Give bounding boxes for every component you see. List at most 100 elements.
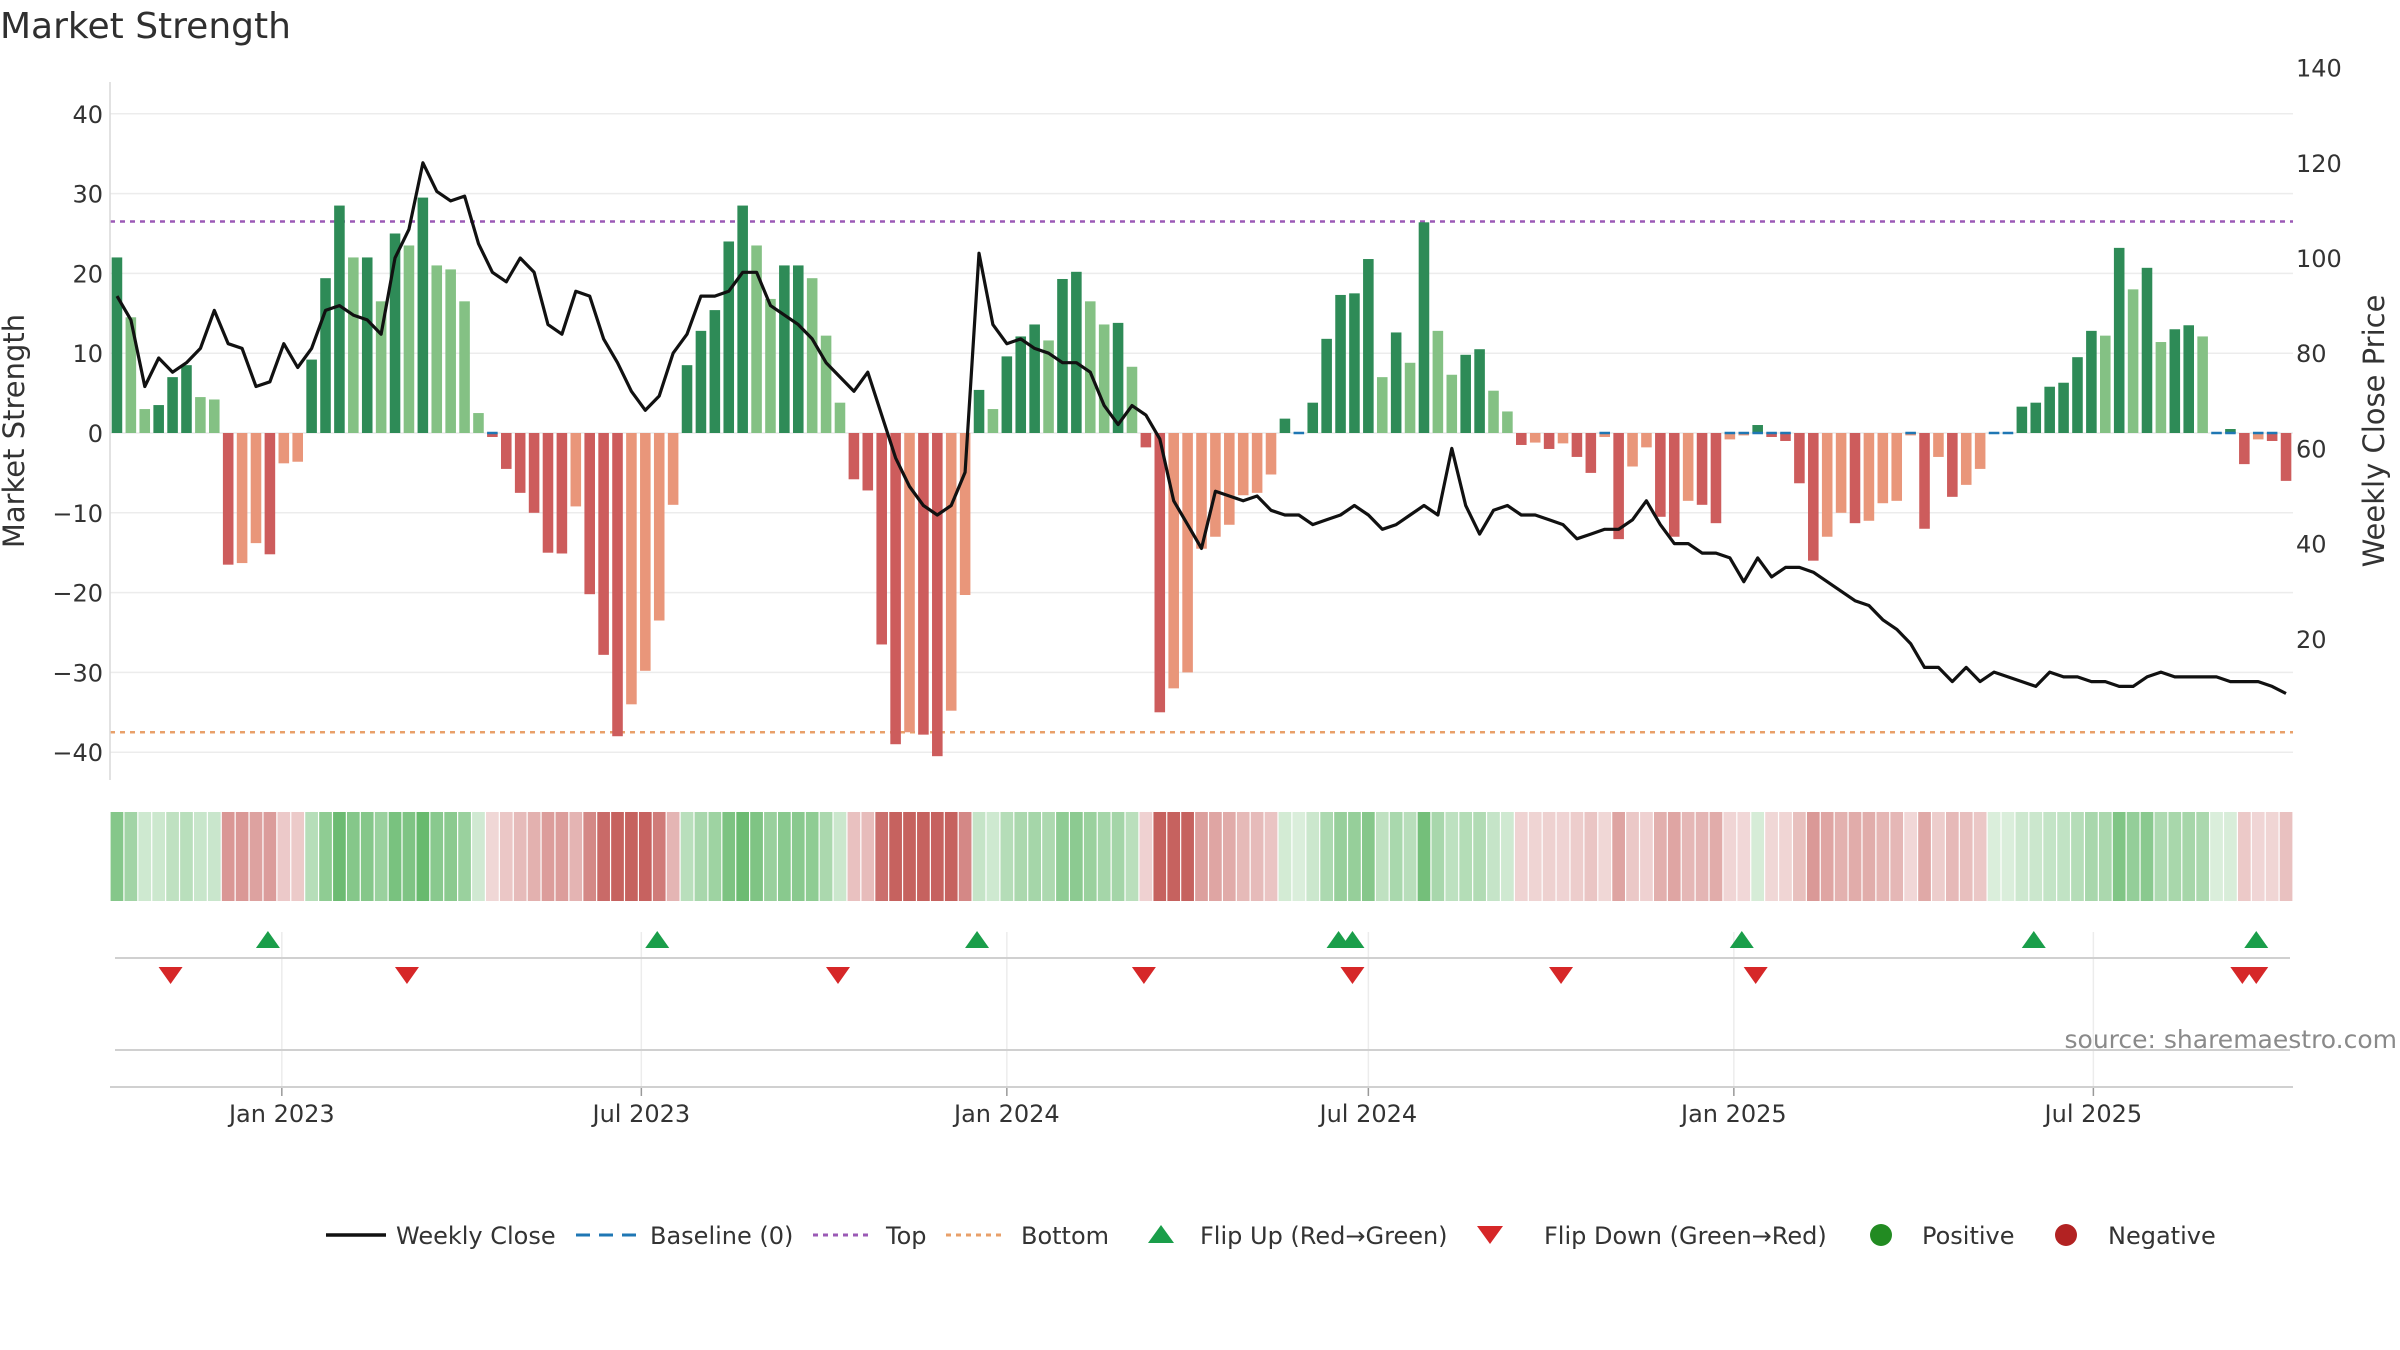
y-left-tick-label: −30 <box>52 659 103 687</box>
strength-bar <box>1794 433 1805 484</box>
strength-bar <box>167 377 178 433</box>
strength-bar <box>792 265 804 433</box>
heat-strip-cell <box>666 812 680 901</box>
heat-strip-cell <box>1459 812 1473 901</box>
heat-strip-cell <box>750 812 763 901</box>
heat-strip-cell <box>513 812 527 901</box>
heat-strip-cell <box>1626 812 1639 901</box>
strength-heat-strip <box>110 812 2293 901</box>
heat-strip-cell <box>2126 812 2140 901</box>
x-tick-label: Jul 2024 <box>1318 1100 1418 1128</box>
heat-strip-cell <box>1195 812 1208 901</box>
heat-strip-cell <box>833 812 847 901</box>
strength-bar <box>695 330 707 433</box>
strength-bar <box>1474 349 1485 433</box>
strength-bar <box>2072 357 2083 433</box>
heat-strip-cell <box>791 812 805 901</box>
heat-strip-cell <box>1070 812 1083 901</box>
heat-strip-cell <box>1014 812 1028 901</box>
heat-strip-cell <box>249 812 263 901</box>
strength-bar <box>806 278 818 433</box>
heat-strip-cell <box>1973 812 1987 901</box>
heat-strip-cell <box>1417 812 1431 901</box>
strength-bar <box>292 433 303 462</box>
y-right-tick-label: 100 <box>2296 245 2342 273</box>
strength-bar <box>1307 402 1319 433</box>
strength-bar <box>1641 433 1652 448</box>
heat-strip-cell <box>1570 812 1584 901</box>
heat-strip-cell <box>1751 812 1765 901</box>
heat-strip-cell <box>1737 812 1751 901</box>
heat-strip-cell <box>1445 812 1459 901</box>
heat-strip-cell <box>1793 812 1806 901</box>
strength-bar <box>1863 433 1875 521</box>
heat-strip-cell <box>1236 812 1250 901</box>
strength-bar <box>1015 336 1027 433</box>
heat-strip-cell <box>1945 812 1959 901</box>
strength-bar <box>1224 433 1235 525</box>
heat-strip-cell <box>2029 812 2043 901</box>
flip-markers <box>158 931 2269 984</box>
heat-strip-cell <box>472 812 485 901</box>
heat-strip-cell <box>1862 812 1876 901</box>
x-tick-label: Jan 2025 <box>1679 1100 1787 1128</box>
heat-strip-cell <box>235 812 249 901</box>
strength-bar <box>250 433 262 544</box>
strength-bar <box>1585 433 1597 473</box>
heat-strip-cell <box>944 812 958 901</box>
strength-bar <box>1432 330 1444 433</box>
y-right-tick-label: 80 <box>2296 340 2327 368</box>
strength-bar <box>1974 433 1986 469</box>
strength-bar <box>1516 433 1527 445</box>
y-right-tick-label: 60 <box>2296 435 2327 463</box>
legend-positive-marker <box>1870 1224 1892 1246</box>
strength-bar <box>2252 433 2264 440</box>
heat-strip-cell <box>346 812 360 901</box>
strength-bar <box>959 433 971 595</box>
heat-strip-cell <box>2001 812 2015 901</box>
heat-strip-cell <box>1278 812 1292 901</box>
flip-down-marker <box>2244 967 2269 984</box>
heat-strip-cell <box>2210 812 2223 901</box>
heat-strip-cell <box>194 812 207 901</box>
strength-bar <box>111 257 123 433</box>
heat-strip-cell <box>903 812 916 901</box>
strength-bar <box>820 335 832 433</box>
flip-up-marker <box>255 931 280 948</box>
strength-bar <box>1043 340 1054 433</box>
strength-bar <box>473 413 484 433</box>
heat-strip-cell <box>889 812 902 901</box>
heat-strip-cell <box>1709 812 1723 901</box>
legend-flip-up-label: Flip Up (Red→Green) <box>1200 1222 1448 1250</box>
strength-bar <box>431 265 443 433</box>
heat-strip-cell <box>1681 812 1695 901</box>
heat-strip-cell <box>861 812 875 901</box>
strength-bar <box>834 402 846 433</box>
strength-bar <box>278 433 290 464</box>
y-right-tick-label: 40 <box>2296 531 2327 559</box>
heat-strip-cell <box>597 812 610 901</box>
heat-strip-cell <box>360 812 374 901</box>
strength-bar <box>1696 433 1708 505</box>
heat-strip-cell <box>277 812 291 901</box>
heat-strip-cell <box>2154 812 2168 901</box>
strength-bar <box>1960 433 1972 485</box>
strength-bar <box>1376 377 1388 433</box>
flip-down-marker <box>1549 967 1574 984</box>
legend-negative-label: Negative <box>2108 1222 2216 1250</box>
strength-bar <box>1196 433 1207 549</box>
heat-strip-cell <box>1083 812 1097 901</box>
heat-strip-cell <box>2265 812 2279 901</box>
heat-strip-cell <box>1056 812 1069 901</box>
heat-strip-cell <box>1375 812 1389 901</box>
x-tick-label: Jan 2024 <box>952 1100 1060 1128</box>
heat-strip-cell <box>1167 812 1181 901</box>
strength-bar <box>2100 335 2111 433</box>
strength-bar <box>765 298 776 433</box>
strength-bar <box>1335 294 1346 433</box>
strength-bar <box>1933 433 1944 457</box>
strength-bars <box>111 197 2292 757</box>
y-axis-right-title: Weekly Close Price <box>2357 295 2391 568</box>
strength-bar <box>1112 322 1124 433</box>
strength-bar <box>1126 366 1138 433</box>
